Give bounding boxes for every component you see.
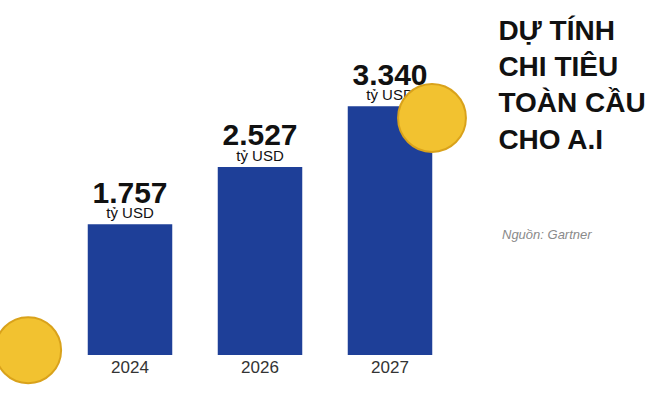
svg-text:2026: 2026 bbox=[241, 358, 279, 377]
svg-text:3.340tỷ USD: 3.340tỷ USD bbox=[352, 58, 427, 104]
svg-text:2027: 2027 bbox=[371, 358, 409, 377]
svg-text:1.757tỷ USD: 1.757tỷ USD bbox=[92, 176, 167, 222]
svg-text:2024: 2024 bbox=[111, 358, 149, 377]
svg-text:DỰ TÍNHCHI TIÊUTOÀN CẦUCHO A.I: DỰ TÍNHCHI TIÊUTOÀN CẦUCHO A.I bbox=[498, 15, 645, 155]
svg-text:Nguồn: Gartner: Nguồn: Gartner bbox=[502, 227, 592, 242]
svg-text:2.527tỷ USD: 2.527tỷ USD bbox=[222, 118, 297, 164]
